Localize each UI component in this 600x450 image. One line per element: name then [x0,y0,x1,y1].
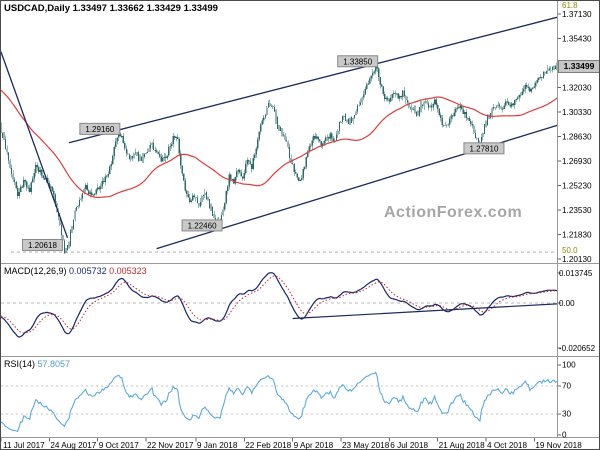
date-tick-label: 24 Aug 2017 [50,441,96,450]
date-tick-label: 11 Jul 2017 [3,441,45,450]
rsi-tick-label: 0 [562,431,567,440]
price-tick-label: 1.32030 [562,84,592,93]
macd-panel [1,272,557,338]
fib-50-0-label: 50.0 [562,246,578,255]
date-tick-label: 4 Oct 2018 [487,441,528,450]
price-tick-label: 1.21830 [562,231,592,240]
price-tick-label: 1.20130 [562,255,592,264]
price-annotation-label: 1.33850 [343,57,372,66]
macd-tick-label: 0.00 [559,299,575,308]
rsi-tick-label: 70 [562,382,572,391]
date-tick-label: 9 Oct 2017 [99,441,140,450]
price-annotation-label: 1.20618 [28,241,57,250]
macd-name: MACD(12,26,9) [4,266,67,276]
macd-main-value: 0.005732 [69,266,107,276]
main-price-panel [1,16,557,254]
actionforex-watermark: ActionForex.com [384,204,523,221]
macd-indicator-label: MACD(12,26,9) 0.005732 0.005323 [4,266,147,276]
price-annotation: 1.27810 [463,142,505,155]
price-tick-label: 1.25230 [562,182,592,191]
price-tick-label: 1.28630 [562,133,592,142]
moving-average-line [1,89,557,199]
candlestick-series [1,62,557,254]
date-tick-label: 9 Apr 2018 [294,441,334,450]
price-tick-label: 1.23530 [562,206,592,215]
rsi-name: RSI(14) [4,359,36,369]
trendline [68,16,557,144]
price-tick-label: 1.26930 [562,157,592,166]
price-annotation: 1.22460 [181,219,223,232]
trendline [1,51,69,239]
price-tick-label: 1.35430 [562,35,592,44]
date-tick-label: 22 Feb 2018 [245,441,291,450]
price-annotation: 1.29160 [79,122,121,135]
date-tick-label: 21 Aug 2018 [439,441,485,450]
axes [1,1,599,442]
macd-line [1,272,557,338]
rsi-value: 57.8057 [37,359,71,369]
price-annotation: 1.20618 [21,238,63,251]
price-annotation-label: 1.29160 [85,125,114,134]
macd-tick-label: -0.020652 [559,344,596,353]
date-tick-label: 22 Nov 2017 [147,441,194,450]
rsi-panel [1,371,557,433]
date-tick-label: 19 Nov 2018 [535,441,582,450]
date-tick-label: 9 Jan 2018 [197,441,238,450]
price-annotation-label: 1.27810 [469,144,498,153]
rsi-tick-label: 100 [562,361,576,370]
date-tick-label: 23 May 2018 [342,441,390,450]
macd-trendline [292,303,557,320]
rsi-indicator-label: RSI(14) 57.8057 [4,359,70,369]
symbol-ohlc-title: USDCAD,Daily 1.33497 1.33662 1.33429 1.3… [4,3,218,14]
price-annotation-label: 1.22460 [188,221,217,230]
date-tick-label: 6 Jul 2018 [390,441,428,450]
price-tick-label: 1.37130 [562,10,592,19]
price-tick-label: 1.30330 [562,108,592,117]
fib-61-8-label: 61.8 [562,1,578,10]
macd-signal-value: 0.005323 [109,266,147,276]
macd-tick-label: 0.013745 [559,269,593,278]
price-annotation: 1.33850 [337,55,379,68]
rsi-tick-label: 30 [562,410,572,419]
rsi-line [1,371,557,433]
current-price-tag: 1.33499 [558,60,599,73]
